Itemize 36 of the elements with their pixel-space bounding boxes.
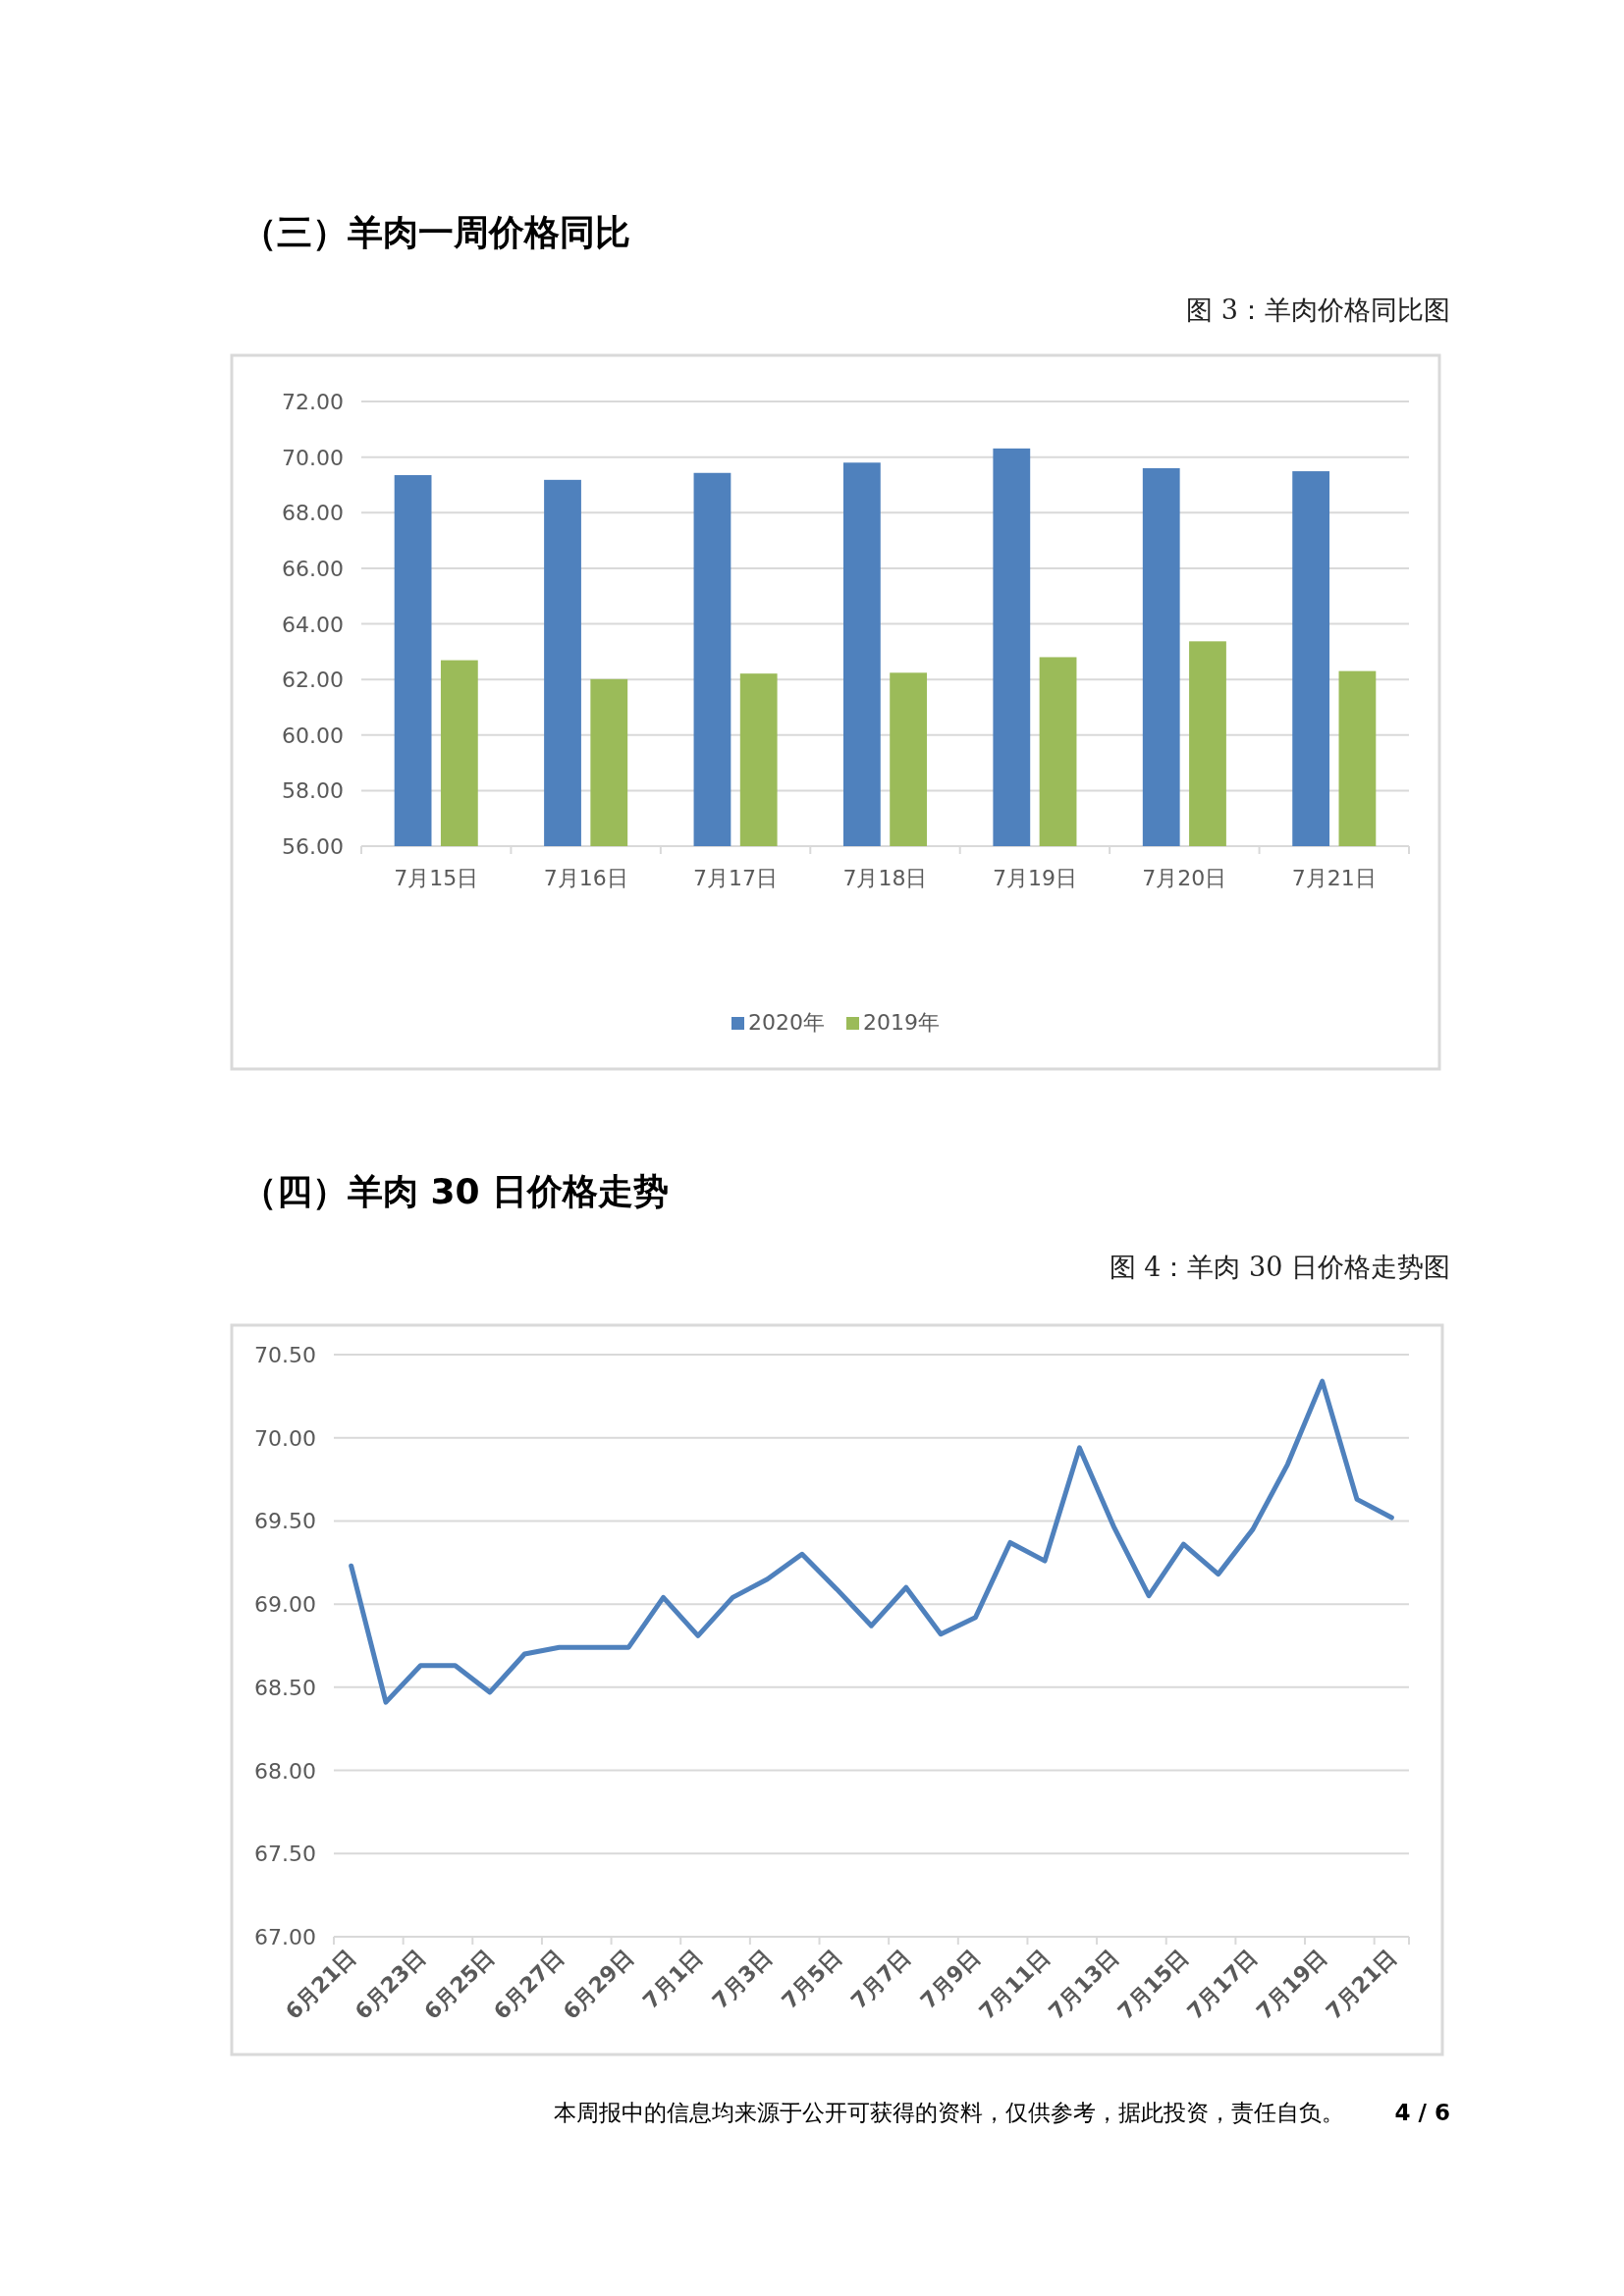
chart-title: （三）羊肉一周价格同比 [242,212,630,252]
text: 4 / 6 [1394,2100,1450,2125]
y-tick-label: 68.00 [254,1758,316,1784]
y-tick-label: 68.50 [254,1675,316,1700]
x-tick-label: 7月15日 [394,866,479,890]
y-tick-label: 64.00 [282,612,344,637]
y-tick-label: 70.50 [254,1343,316,1367]
chart-title: （四）羊肉 30 日价格走势 [242,1171,670,1211]
y-tick-label: 56.00 [282,834,344,859]
chart-subtitle: 图 3：羊肉价格同比图 [1186,294,1450,325]
x-tick-label: 7月19日 [992,866,1077,890]
y-tick-label: 62.00 [282,667,344,693]
x-tick-label: 7月21日 [1291,866,1377,890]
x-tick-label: 7月5日 [777,1944,846,2014]
x-tick-label: 7月20日 [1142,866,1227,890]
y-tick-label: 66.00 [282,556,344,581]
x-tick-label: 7月17日 [693,866,779,890]
legend-label: 2020年 [748,1010,825,1035]
chart-subtitle: 图 4：羊肉 30 日价格走势图 [1109,1252,1450,1282]
y-tick-label: 67.00 [254,1925,316,1949]
y-tick-label: 69.50 [254,1509,316,1534]
x-tick-label: 7月18日 [842,866,928,890]
y-tick-label: 60.00 [282,722,344,748]
y-tick-label: 70.00 [282,445,344,470]
y-tick-label: 67.50 [254,1842,316,1867]
x-tick-label: 7月16日 [543,866,628,890]
text: 本周报中的信息均来源于公开可获得的资料，仅供参考，据此投资，责任自负。 [554,2100,1344,2125]
y-tick-label: 72.00 [282,390,344,414]
y-tick-label: 69.00 [254,1592,316,1618]
x-tick-label: 7月7日 [845,1944,916,2014]
y-tick-label: 58.00 [282,778,344,804]
x-tick-label: 7月1日 [637,1944,708,2014]
y-tick-label: 70.00 [254,1425,316,1451]
legend-label: 2019年 [863,1010,940,1035]
x-tick-label: 7月3日 [707,1944,778,2014]
y-tick-label: 68.00 [282,501,344,526]
